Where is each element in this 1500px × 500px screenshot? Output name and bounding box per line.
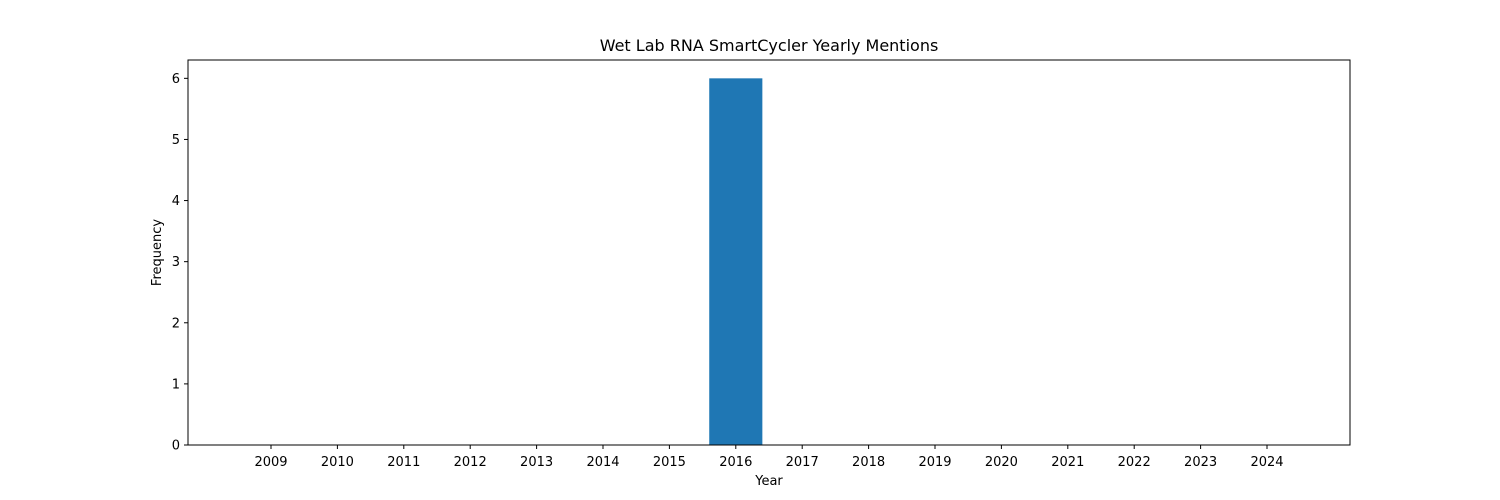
y-axis-ticks: 0 1 2 3 4 5 6 (172, 72, 188, 454)
x-tick-label-2009: 2009 (254, 455, 287, 470)
x-tick-label-2022: 2022 (1118, 455, 1151, 470)
y-tick-label-0: 0 (172, 439, 180, 454)
x-tick-label-2010: 2010 (321, 455, 354, 470)
y-tick-label-6: 6 (172, 72, 180, 87)
x-tick-label-2017: 2017 (786, 455, 819, 470)
plot-frame (187, 59, 1351, 446)
x-tick-label-2016: 2016 (719, 455, 752, 470)
x-axis-label: Year (754, 474, 783, 489)
x-tick-label-2012: 2012 (454, 455, 487, 470)
x-tick-label-2015: 2015 (653, 455, 686, 470)
x-tick-label-2011: 2011 (387, 455, 420, 470)
bar-2016 (709, 78, 763, 445)
x-tick-label-2018: 2018 (852, 455, 885, 470)
x-tick-label-2019: 2019 (918, 455, 951, 470)
x-tick-label-2023: 2023 (1184, 455, 1217, 470)
y-tick-label-5: 5 (172, 133, 180, 148)
x-tick-label-2020: 2020 (985, 455, 1018, 470)
x-tick-label-2014: 2014 (586, 455, 619, 470)
x-tick-label-2013: 2013 (520, 455, 553, 470)
bars-group (709, 78, 763, 445)
x-tick-label-2024: 2024 (1250, 455, 1283, 470)
y-tick-label-2: 2 (172, 316, 180, 331)
x-axis-ticks: 2009 2010 2011 2012 2013 2014 2015 2016 2017 2018… (254, 445, 1284, 470)
chart-title: Wet Lab RNA SmartCycler Yearly Mentions (600, 36, 939, 55)
y-tick-label-4: 4 (172, 194, 180, 209)
x-tick-label-2021: 2021 (1051, 455, 1084, 470)
y-axis-label: Frequency (150, 219, 165, 286)
y-tick-label-3: 3 (172, 255, 180, 270)
y-tick-label-1: 1 (172, 377, 180, 392)
